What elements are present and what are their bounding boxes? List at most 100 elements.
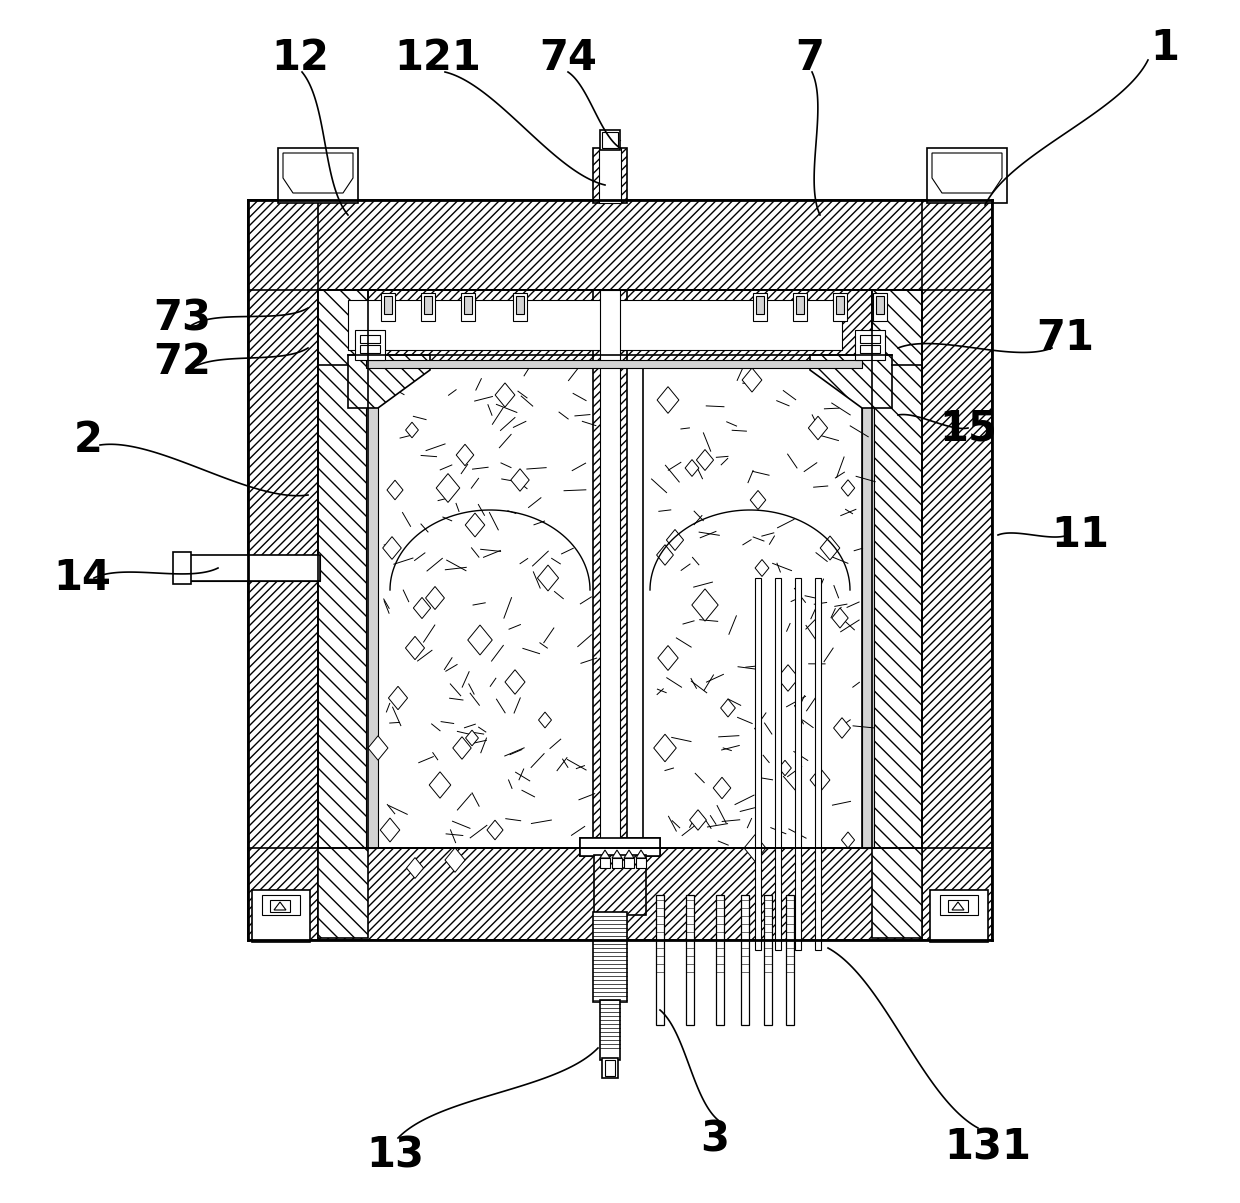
Polygon shape: [274, 902, 286, 909]
Polygon shape: [658, 646, 678, 670]
Bar: [856, 330, 885, 360]
Text: 7: 7: [796, 37, 825, 79]
Bar: [753, 294, 768, 321]
Polygon shape: [657, 386, 680, 414]
Text: 12: 12: [272, 37, 329, 79]
Polygon shape: [820, 537, 839, 561]
Bar: [513, 294, 527, 321]
Polygon shape: [495, 383, 515, 407]
Bar: [278, 148, 358, 203]
Bar: [366, 360, 862, 368]
Bar: [516, 296, 525, 314]
Bar: [580, 838, 660, 857]
Bar: [424, 296, 432, 314]
Bar: [593, 148, 627, 203]
Bar: [384, 296, 392, 314]
Bar: [600, 1000, 620, 1060]
Polygon shape: [348, 355, 430, 408]
Text: 15: 15: [939, 407, 997, 449]
Polygon shape: [600, 851, 610, 858]
Text: 71: 71: [1035, 318, 1094, 358]
Bar: [175, 555, 320, 581]
Polygon shape: [833, 718, 851, 739]
Polygon shape: [636, 851, 646, 858]
Polygon shape: [842, 832, 854, 848]
Text: 2: 2: [73, 419, 103, 461]
Text: 11: 11: [1052, 514, 1109, 556]
Polygon shape: [624, 851, 634, 858]
Polygon shape: [949, 900, 968, 912]
Bar: [422, 294, 435, 321]
Polygon shape: [713, 777, 730, 799]
Bar: [613, 858, 622, 869]
Polygon shape: [465, 730, 479, 746]
Polygon shape: [613, 851, 622, 858]
Bar: [756, 296, 764, 314]
Polygon shape: [368, 736, 388, 760]
Polygon shape: [465, 512, 485, 537]
Bar: [317, 290, 368, 938]
Bar: [355, 330, 384, 360]
Bar: [594, 855, 646, 915]
Bar: [873, 294, 887, 321]
Bar: [833, 294, 847, 321]
Bar: [600, 130, 620, 150]
Polygon shape: [429, 772, 451, 798]
Polygon shape: [777, 665, 799, 692]
Bar: [656, 895, 663, 1025]
Bar: [378, 368, 596, 848]
Polygon shape: [270, 900, 290, 912]
Bar: [775, 577, 781, 950]
Bar: [742, 895, 749, 1025]
Bar: [600, 290, 620, 848]
Polygon shape: [505, 670, 525, 694]
Polygon shape: [952, 902, 963, 909]
Bar: [252, 890, 310, 942]
Bar: [636, 858, 646, 869]
Bar: [940, 895, 978, 915]
Polygon shape: [742, 368, 761, 392]
Text: 131: 131: [945, 1127, 1032, 1169]
Bar: [593, 912, 627, 1002]
Polygon shape: [388, 686, 408, 710]
Polygon shape: [456, 444, 474, 466]
Bar: [317, 290, 872, 365]
Bar: [786, 895, 794, 1025]
Polygon shape: [511, 469, 529, 491]
Polygon shape: [810, 768, 830, 792]
Bar: [600, 858, 610, 869]
Bar: [872, 290, 923, 938]
Text: 73: 73: [153, 297, 211, 339]
Bar: [795, 577, 801, 950]
Bar: [580, 838, 660, 857]
Bar: [861, 345, 880, 352]
Bar: [930, 890, 988, 942]
Bar: [875, 296, 884, 314]
Bar: [836, 296, 844, 314]
Bar: [601, 1057, 618, 1078]
Bar: [861, 334, 880, 343]
Text: 1: 1: [1151, 26, 1179, 69]
Bar: [764, 895, 773, 1025]
Polygon shape: [387, 480, 403, 499]
Bar: [715, 895, 724, 1025]
Bar: [815, 577, 821, 950]
Bar: [248, 200, 992, 290]
Polygon shape: [436, 474, 460, 503]
Bar: [755, 577, 761, 950]
Polygon shape: [686, 460, 699, 476]
Polygon shape: [405, 422, 418, 438]
Bar: [348, 300, 842, 350]
Polygon shape: [810, 355, 892, 408]
Bar: [928, 148, 1007, 203]
Bar: [262, 895, 300, 915]
Bar: [464, 296, 472, 314]
Polygon shape: [692, 589, 718, 621]
Polygon shape: [932, 153, 1002, 192]
Polygon shape: [755, 559, 769, 576]
Polygon shape: [537, 565, 558, 591]
Polygon shape: [750, 491, 766, 510]
Bar: [174, 552, 191, 583]
Polygon shape: [808, 416, 827, 440]
Bar: [599, 148, 621, 203]
